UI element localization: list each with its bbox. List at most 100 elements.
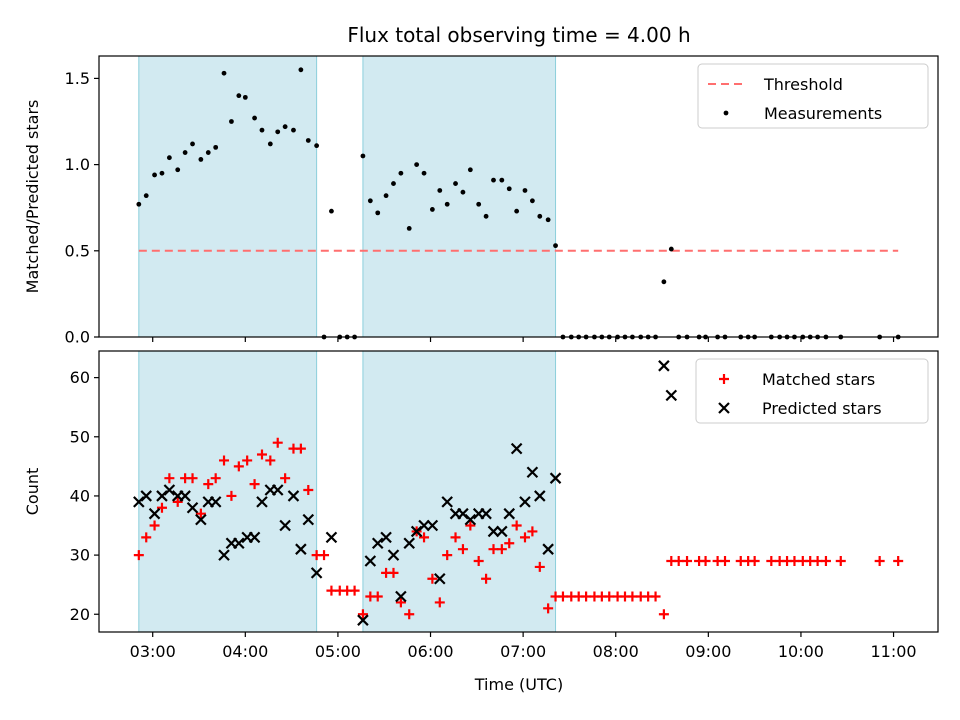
data-point — [305, 138, 311, 143]
data-point — [388, 567, 399, 578]
data-point — [166, 155, 172, 161]
data-point — [229, 119, 234, 124]
data-point — [650, 591, 661, 602]
data-point — [496, 525, 508, 538]
observing-interval-1 — [138, 55, 318, 338]
x-tick-label: 04:00 — [222, 642, 268, 661]
data-point — [426, 519, 439, 532]
data-point — [326, 585, 337, 596]
data-point — [248, 531, 261, 544]
data-point — [529, 198, 535, 204]
series-matched-stars — [133, 437, 904, 620]
data-point — [511, 520, 522, 531]
data-point — [398, 170, 404, 176]
y-tick-label: 1.0 — [65, 155, 90, 174]
data-point — [152, 172, 157, 178]
data-point — [164, 473, 175, 484]
data-point — [367, 198, 373, 204]
data-point — [537, 213, 543, 219]
data-point — [526, 466, 539, 479]
data-point — [467, 167, 473, 173]
data-point — [627, 591, 638, 602]
legend-box — [695, 358, 929, 424]
data-point — [542, 543, 554, 555]
data-point — [295, 443, 306, 454]
legend: Matched stars Predicted stars — [695, 358, 929, 424]
data-point — [835, 556, 846, 567]
data-point — [371, 537, 384, 550]
data-point — [658, 360, 670, 372]
data-point — [491, 177, 496, 183]
data-point — [820, 556, 831, 567]
top-panel-ratio: 0.0 0.5 1.0 1.5 Matched/Predicted stars Thres… — [23, 55, 939, 347]
x-tick-label: 09:00 — [685, 642, 731, 661]
data-point — [387, 549, 400, 561]
data-point — [310, 567, 323, 579]
data-point — [187, 473, 198, 484]
data-point — [444, 201, 450, 207]
x-tick-label: 03:00 — [130, 642, 176, 661]
data-point — [380, 531, 392, 544]
legend-box — [697, 63, 929, 129]
data-point — [259, 127, 265, 133]
data-point — [514, 208, 520, 214]
data-point — [812, 556, 823, 567]
legend-label: Matched stars — [762, 370, 875, 389]
data-point — [460, 189, 466, 195]
data-point — [534, 561, 545, 572]
data-point — [893, 556, 904, 567]
data-point — [499, 177, 505, 183]
y-tick-label: 30 — [70, 546, 90, 565]
data-point — [210, 473, 221, 484]
legend-label: Predicted stars — [762, 399, 882, 418]
y-tick-label: 40 — [70, 486, 90, 505]
data-point — [203, 479, 214, 490]
data-point — [453, 181, 458, 186]
data-point — [464, 513, 477, 526]
y-axis-label: Matched/Predicted stars — [23, 100, 42, 294]
data-point — [457, 544, 468, 555]
y-tick-label: 50 — [70, 427, 90, 446]
data-point — [267, 141, 273, 147]
data-point — [441, 496, 453, 508]
x-tick-label: 11:00 — [870, 642, 916, 661]
y-tick-label: 20 — [70, 605, 90, 624]
data-point — [395, 597, 406, 608]
data-point — [149, 520, 160, 531]
data-point — [658, 609, 669, 620]
data-point — [476, 201, 482, 207]
data-point — [437, 188, 443, 193]
data-point — [186, 501, 199, 514]
data-point — [249, 479, 260, 490]
data-point — [275, 129, 281, 135]
data-point — [473, 556, 484, 567]
legend: Threshold Measurements — [697, 63, 929, 129]
data-point — [179, 490, 191, 502]
data-point — [349, 585, 360, 596]
axes-frame — [98, 55, 939, 338]
data-point — [481, 573, 492, 584]
data-point — [419, 532, 430, 543]
data-point — [280, 473, 291, 484]
legend-label: Measurements — [764, 104, 882, 123]
data-point — [503, 507, 516, 520]
data-point — [504, 538, 515, 549]
legend-marker — [719, 374, 729, 384]
data-point — [163, 484, 176, 496]
data-point — [329, 208, 334, 214]
data-point — [233, 461, 244, 472]
data-point — [483, 213, 489, 219]
data-point — [221, 70, 227, 76]
observing-interval-2 — [362, 350, 557, 633]
data-point — [195, 513, 207, 526]
data-point — [172, 496, 183, 507]
data-point — [404, 609, 415, 620]
data-point — [434, 597, 445, 608]
data-point — [265, 455, 276, 466]
data-point — [506, 186, 512, 192]
x-tick-label: 07:00 — [500, 642, 546, 661]
data-point — [429, 207, 435, 212]
data-point — [357, 609, 368, 620]
data-point — [190, 141, 195, 147]
data-point — [581, 591, 592, 602]
